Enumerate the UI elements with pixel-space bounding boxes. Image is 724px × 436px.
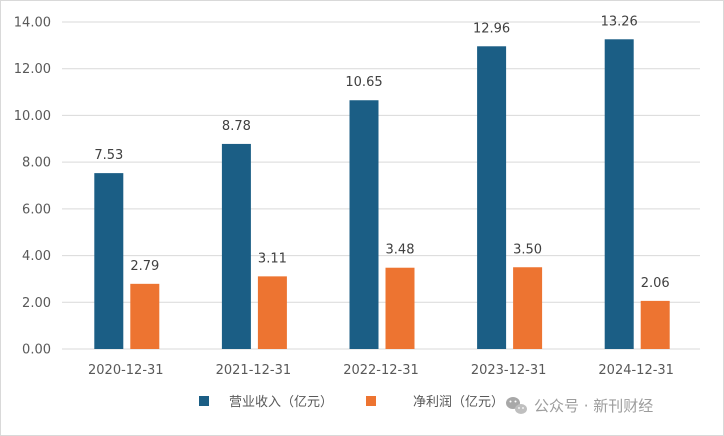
gridlines (62, 21, 700, 350)
y-tick-label: 2.00 (22, 296, 51, 311)
revenue-bar (477, 46, 507, 349)
profit-bar (385, 267, 415, 349)
data-label: 2.06 (641, 276, 670, 291)
y-tick-label: 8.00 (22, 156, 51, 171)
profit-bar (130, 283, 160, 349)
y-tick-label: 4.00 (22, 249, 51, 264)
data-label: 3.50 (513, 242, 542, 257)
data-label: 10.65 (345, 75, 382, 90)
legend: 营业收入（亿元） 净利润（亿元） (199, 395, 504, 410)
x-tick-label: 2024-12-31 (598, 363, 674, 378)
x-tick-label: 2021-12-31 (216, 363, 292, 378)
x-tick-label: 2022-12-31 (343, 363, 419, 378)
y-tick-label: 12.00 (14, 62, 51, 77)
data-label: 3.48 (386, 243, 415, 258)
legend-label-profit: 净利润（亿元） (413, 395, 504, 410)
x-tick-label: 2020-12-31 (88, 363, 164, 378)
data-label: 7.53 (94, 148, 123, 163)
bars (94, 39, 670, 349)
watermark-text: 公众号 · 新刊财经 (534, 397, 653, 415)
profit-bar (513, 267, 543, 349)
data-labels: 7.53 2.79 8.78 3.11 10.65 3.48 12.96 3.50 13.26 2… (94, 14, 669, 291)
profit-bar (640, 300, 670, 349)
revenue-bar (604, 39, 634, 349)
data-label: 3.11 (258, 251, 287, 266)
x-tick-label: 2023-12-31 (471, 363, 547, 378)
profit-bar (257, 276, 287, 349)
watermark: 公众号 · 新刊财经 (506, 397, 653, 415)
y-tick-label: 10.00 (14, 109, 51, 124)
legend-label-revenue: 营业收入（亿元） (229, 395, 333, 410)
data-label: 2.79 (130, 259, 159, 274)
revenue-bar (349, 100, 379, 349)
y-tick-label: 14.00 (14, 16, 51, 31)
x-axis-tick-labels: 2020-12-31 2021-12-31 2022-12-31 2023-12-31… (88, 363, 674, 378)
wechat-icon (506, 397, 527, 414)
data-label: 8.78 (222, 119, 251, 134)
data-label: 13.26 (601, 14, 638, 29)
y-axis-tick-labels: 0.00 2.00 4.00 6.00 8.00 10.00 12.00 14.00 (14, 16, 51, 358)
data-label: 12.96 (473, 21, 510, 36)
revenue-bar (94, 173, 124, 349)
revenue-bar (221, 143, 251, 349)
legend-swatch-profit (366, 396, 376, 406)
y-tick-label: 0.00 (22, 343, 51, 358)
y-tick-label: 6.00 (22, 202, 51, 217)
legend-swatch-revenue (199, 396, 209, 406)
